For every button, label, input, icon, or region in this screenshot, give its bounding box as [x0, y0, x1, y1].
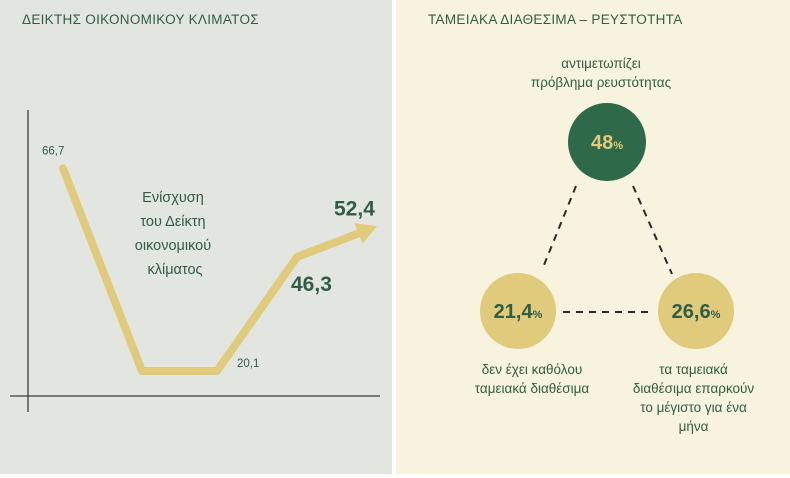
segment-label-no-cash: δεν έχει καθόλου ταμειακά διαθέσιμα — [442, 360, 622, 398]
label-line: μήνα — [678, 419, 709, 434]
label-line: ταμειακά διαθέσιμα — [474, 381, 590, 396]
bubble-value-number: 21,4 — [494, 301, 534, 323]
bubble-value-number: 48 — [591, 132, 613, 154]
bubble-value: 21,4% — [494, 301, 543, 323]
segment-bubble: 26,6% — [658, 273, 734, 349]
liquidity-title: ΤΑΜΕΙΑΚΑ ΔΙΑΘΕΣΙΜΑ – ΡΕΥΣΤΟΤΗΤΑ — [428, 12, 683, 27]
annotation-line: Ενίσχυση — [142, 190, 204, 206]
bubble-value: 26,6% — [672, 301, 721, 323]
bubble-value-unit: % — [613, 140, 623, 152]
data-label: 52,4 — [334, 197, 375, 220]
label-line: το μέγιστο για ένα — [640, 400, 747, 415]
data-label: 20,1 — [237, 358, 259, 370]
climate-index-chart: 66,7 20,1 46,3 52,4 Ενίσχυση του Δείκτη οικ… — [10, 110, 380, 412]
connector-dash — [541, 185, 577, 271]
climate-index-line — [59, 164, 370, 375]
bubble-circle — [658, 273, 734, 349]
bubble-value: 48% — [591, 132, 623, 154]
bubble-value-unit: % — [711, 309, 721, 321]
segment-bubble: 21,4% — [480, 273, 556, 349]
liquidity-chart: 48%21,4% 26,6% — [480, 103, 734, 349]
bubble-value-unit: % — [533, 309, 543, 321]
liquidity-panel: ΤΑΜΕΙΑΚΑ ΔΙΑΘΕΣΙΜΑ – ΡΕΥΣΤΟΤΗΤΑ 48% 21,4%… — [396, 0, 790, 474]
annotation-line: οικονομικού — [135, 238, 211, 254]
annotation-line: του Δείκτη — [140, 214, 205, 230]
label-line: πρόβλημα ρευστότητας — [530, 75, 672, 90]
climate-annotation: Ενίσχυση του Δείκτη οικονομικού κλίματος — [135, 190, 215, 278]
label-line: διαθέσιμα επαρκούν — [632, 381, 755, 396]
climate-index-panel: ΔΕΙΚΤΗΣ ΟΙΚΟΝΟΜΙΚΟΥ ΚΛΙΜΑΤΟΣ 66,7 20,1 46,… — [0, 0, 392, 474]
label-line: τα ταμειακά — [659, 362, 728, 377]
annotation-line: κλίματος — [147, 262, 202, 278]
segment-label-no-liquidity: αντιμετωπίζει πρόβλημα ρευστότητας — [496, 54, 706, 92]
bubble-circle — [480, 273, 556, 349]
connector-dash — [632, 185, 673, 275]
label-line: αντιμετωπίζει — [561, 56, 641, 71]
segment-bubble: 48% — [568, 103, 646, 181]
trend-arrowhead — [354, 223, 378, 244]
data-label: 46,3 — [291, 273, 332, 296]
segment-label-one-month: τα ταμειακά διαθέσιμα επαρκούν το μέγιστ… — [621, 360, 766, 436]
bubble-circle — [568, 103, 646, 181]
label-line: δεν έχει καθόλου — [481, 362, 583, 377]
data-label: 66,7 — [42, 145, 64, 157]
climate-index-title: ΔΕΙΚΤΗΣ ΟΙΚΟΝΟΜΙΚΟΥ ΚΛΙΜΑΤΟΣ — [22, 12, 259, 27]
bubble-value-number: 26,6 — [672, 301, 711, 323]
